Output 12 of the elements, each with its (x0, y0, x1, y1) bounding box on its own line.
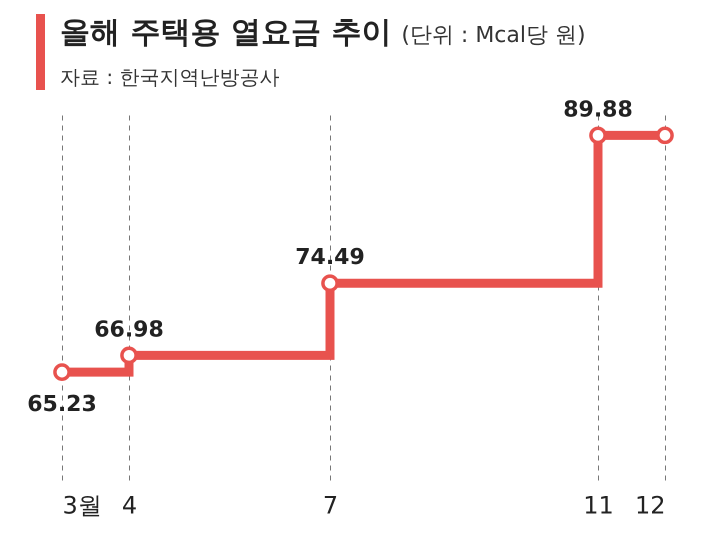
x-tick-label: 11 (583, 492, 614, 520)
x-tick-label: 7 (322, 492, 338, 520)
data-label: 89.88 (563, 97, 633, 122)
text: 자료 : 한국지역난방공사 (60, 64, 280, 91)
chart-title: 올해 주택용 열요금 추이 (60, 15, 392, 50)
x-tick-label: 12 (634, 492, 666, 520)
data-label: 66.98 (94, 317, 164, 342)
x-tick-label: 3월 (62, 492, 102, 520)
data-label: 65.23 (27, 392, 97, 418)
data-label: 74.49 (295, 245, 365, 270)
x-tick-label: 4 (122, 492, 138, 520)
y-axis-title: (단위 : Mcal당 원) (401, 23, 586, 48)
